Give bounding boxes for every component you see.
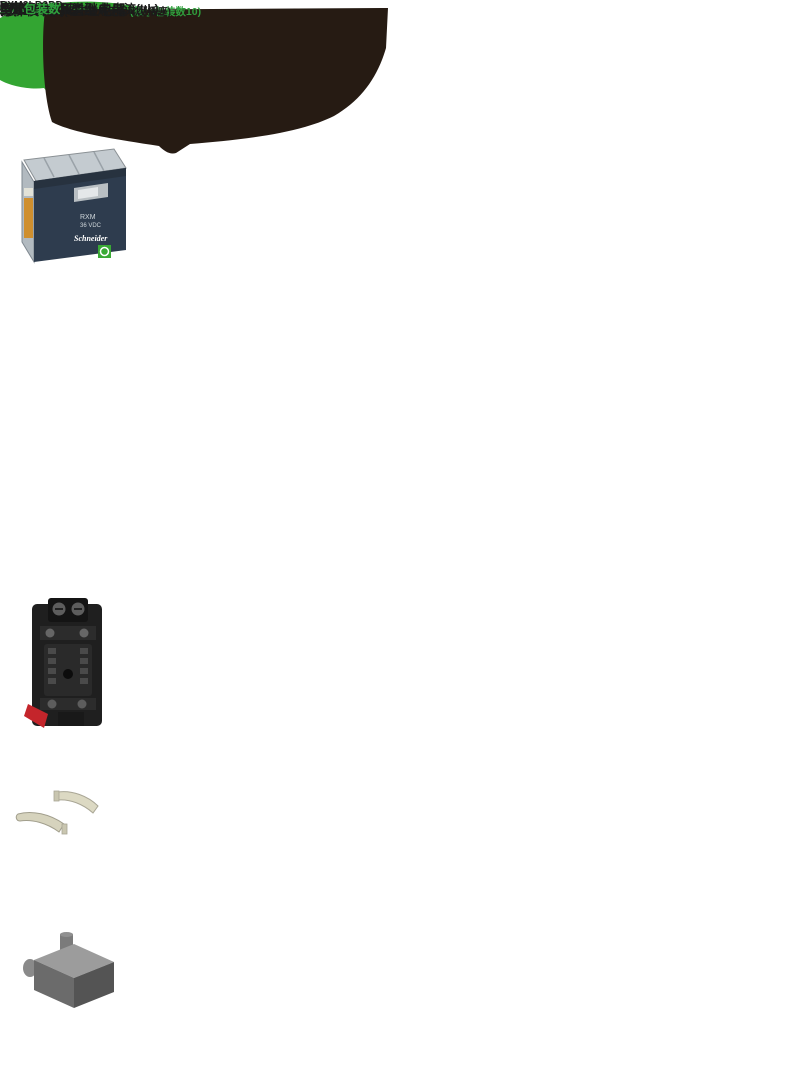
unit-volt: V xyxy=(0,0,8,12)
col-header-min-pack: 最小包装数 xyxy=(0,2,61,16)
col-header-model-1: 型号 xyxy=(0,2,25,16)
retaining-clips-photo xyxy=(15,790,99,835)
unit-kg: kg xyxy=(0,0,13,12)
section-title-led-note: (最小包装数10) xyxy=(129,6,202,18)
socket-photo xyxy=(24,598,102,728)
col-header-for-use-with: 用于 xyxy=(0,2,25,16)
col-header-weight: 重量 xyxy=(0,2,25,16)
col-header-relay-type: 继电器类型 xyxy=(0,2,61,16)
col-header-weight: 重量 xyxy=(0,2,25,16)
section-title-accessories: 附件 xyxy=(0,3,27,18)
protection-module-photo xyxy=(23,932,114,1008)
relay-face-code: RXM xyxy=(80,214,96,221)
col-header-model: 型号 xyxy=(0,2,25,16)
col-header-name: 名称 xyxy=(0,2,25,16)
col-header-control-voltage: 控制电路电压 xyxy=(0,2,73,16)
black-blob xyxy=(43,8,388,154)
col-header-contacts: 触点的数目和类型-热电流(Ith) xyxy=(0,2,159,16)
top-decoration xyxy=(0,1,388,154)
col-header-model: 型号 xyxy=(0,2,25,16)
group-header-2co: 2 C/O -5 A xyxy=(0,0,57,14)
unit-kg-1: kg xyxy=(0,0,13,12)
group-header-4co: 4 C/O - 3 A xyxy=(0,0,61,14)
relay-face-voltage: 36 VDC xyxy=(80,223,102,229)
unit-kg-2: kg xyxy=(0,0,13,12)
section-title-led: 带LED的小型继电器 (最小包装数10) xyxy=(0,0,201,20)
section-title-led-text: 带LED的小型继电器 xyxy=(0,2,126,18)
unit-kg: kg xyxy=(0,0,13,12)
col-header-weight-2: 重量 xyxy=(0,2,25,16)
section-title-protection-text: 保护模块 xyxy=(0,3,53,18)
relay-brand: Schneider xyxy=(74,234,108,243)
col-header-model: 型号 xyxy=(0,2,25,16)
col-header-model-2: 型号 xyxy=(0,2,25,16)
col-header-connection: 连接 xyxy=(0,2,25,16)
section-title-protection: 保护模块(1)(均不适用于优化型插座) xyxy=(0,0,171,19)
col-header-description: 说明 xyxy=(0,2,25,16)
col-header-voltage: 电压 xyxy=(0,2,25,16)
relay-photo: RXM 36 VDC Schneider xyxy=(21,148,127,264)
col-header-min-pack: 最小包装数 xyxy=(0,2,61,16)
unit-volt: V xyxy=(0,0,8,12)
relay-model-label: RXM2LB2BD xyxy=(0,0,63,11)
unit-kg: kg xyxy=(0,0,13,12)
col-header-weight: 重量 xyxy=(0,2,25,16)
col-header-for-use-with: 用于 xyxy=(0,2,25,16)
col-header-weight-1: 重量 xyxy=(0,2,25,16)
col-header-terminal-layout: 触点端子排列 xyxy=(0,2,73,16)
section-title-protection-note: (1)(均不适用于优化型插座) xyxy=(52,7,171,18)
col-header-min-pack: 最小包装数 xyxy=(0,2,61,16)
